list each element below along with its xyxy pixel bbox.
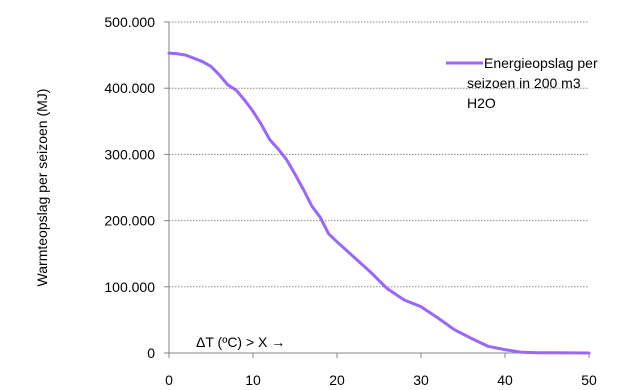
legend-label-line-1: seizoen in 200 m3 [467, 75, 581, 91]
x-tick-label-1: 10 [245, 372, 261, 388]
y-tick-label-1: 100.000 [104, 279, 155, 295]
series-line-energieopslag [167, 51, 591, 355]
x-tick-labels: 0 10 20 30 40 50 [165, 372, 597, 388]
y-tick-label-5: 500.000 [104, 14, 155, 30]
y-gridlines [169, 21, 589, 288]
legend: Energieopslag per seizoen in 200 m3 H2O [446, 55, 598, 111]
y-tick-label-2: 200.000 [104, 213, 155, 229]
y-tick-labels: 0 100.000 200.000 300.000 400.000 500.000 [104, 14, 155, 361]
axes [168, 22, 589, 354]
x-tick-label-0: 0 [165, 372, 173, 388]
x-tick-label-2: 20 [329, 372, 345, 388]
tick-marks [164, 21, 590, 358]
y-tick-label-4: 400.000 [104, 80, 155, 96]
x-tick-label-5: 50 [581, 372, 597, 388]
x-tick-label-3: 30 [413, 372, 429, 388]
series-layer [167, 51, 591, 355]
y-axis-title: Warmteopslag per seizoen (MJ) [34, 89, 50, 287]
delta-t-annotation: ΔT (ºC) > X → [196, 334, 285, 350]
legend-label-line-0: Energieopslag per [484, 55, 598, 71]
legend-label-line-2: H2O [467, 95, 496, 111]
y-tick-label-0: 0 [147, 345, 155, 361]
y-tick-label-3: 300.000 [104, 146, 155, 162]
x-tick-label-4: 40 [497, 372, 513, 388]
